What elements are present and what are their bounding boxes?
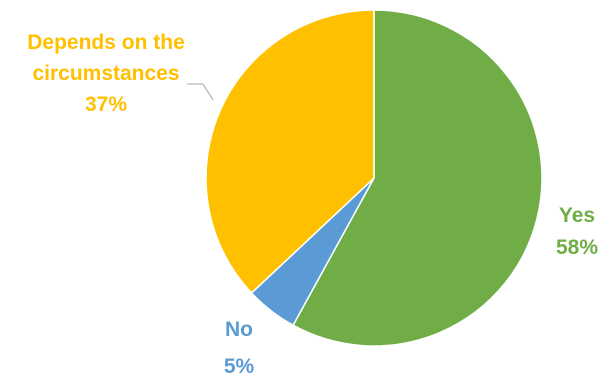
label-depends-value: 37%	[85, 93, 127, 116]
label-yes-value: 58%	[556, 236, 598, 259]
pie-slice-yes	[292, 9, 543, 347]
label-no: No	[225, 318, 253, 341]
pie-slice-depends	[205, 9, 375, 295]
leader-line-segment	[202, 83, 214, 101]
pie-slices	[205, 9, 543, 347]
label-yes: Yes	[559, 204, 595, 227]
label-depends-line1: Depends on the	[27, 31, 185, 54]
label-depends-line2: circumstances	[32, 62, 179, 85]
label-no-value: 5%	[224, 355, 255, 378]
